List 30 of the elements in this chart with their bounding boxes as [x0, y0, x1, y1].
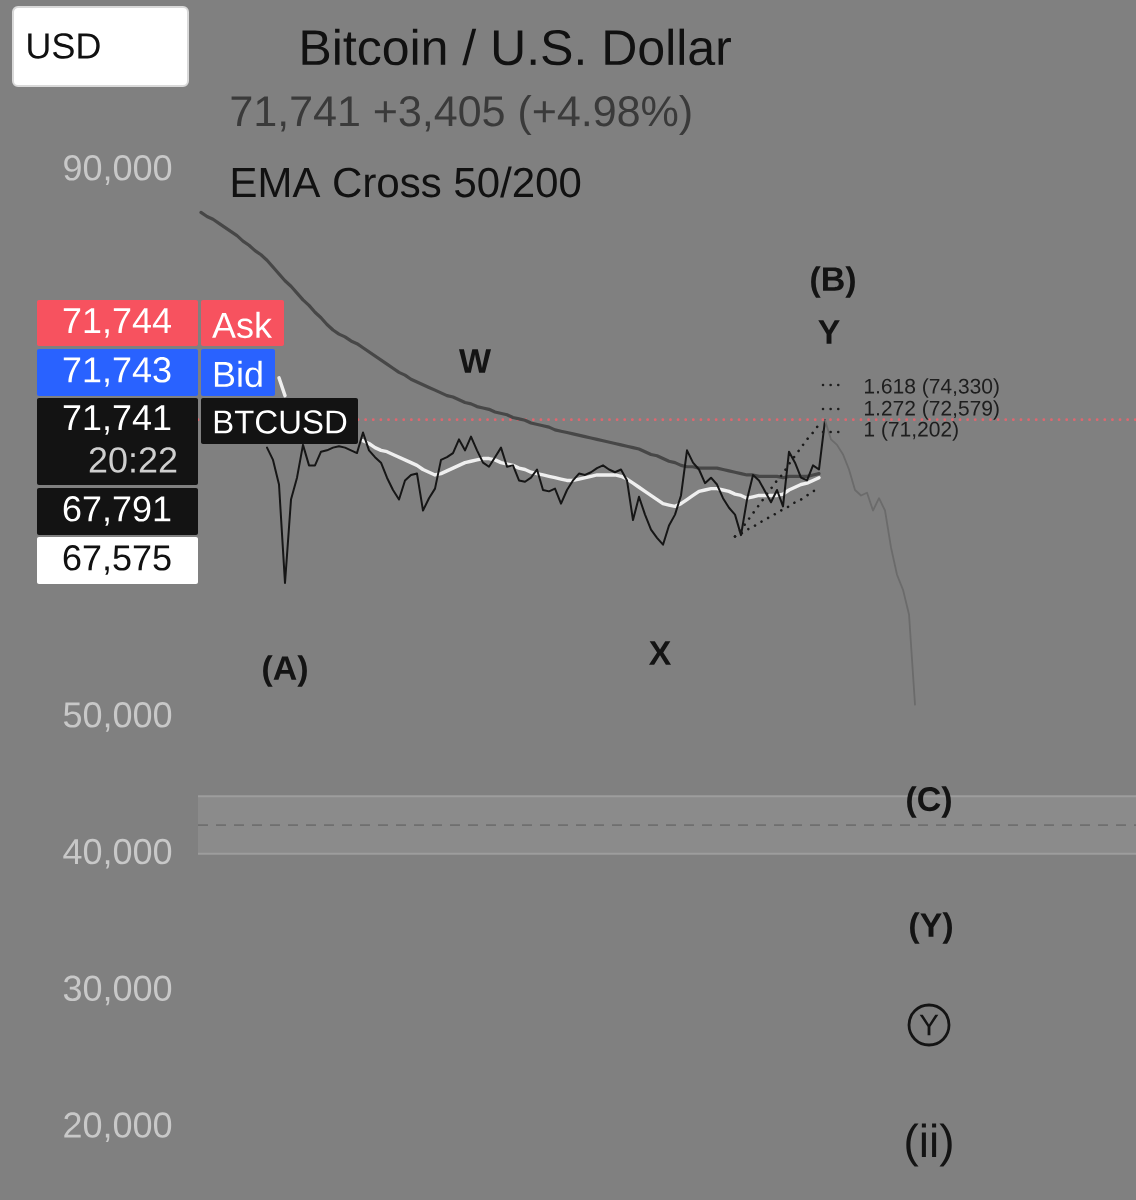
- y-tick-label: 20,000: [64, 1112, 172, 1143]
- annotation: (B): [811, 266, 855, 298]
- annotation: Bid: [214, 360, 262, 388]
- text: 71,744: [63, 308, 171, 338]
- annotation: (ii): [906, 1123, 952, 1167]
- text: Y: [919, 1014, 939, 1036]
- text: 67,575: [63, 545, 171, 575]
- annotation: 1.618 (74,330): [865, 378, 999, 398]
- chart-subtitle: 71,741 +3,405 (+4.98%): [231, 94, 691, 136]
- annotation: (A): [263, 655, 307, 687]
- annotation: Ask: [212, 311, 273, 339]
- annotation: BTCUSD: [214, 410, 347, 434]
- text: 71,743: [63, 357, 171, 387]
- y-tick-label: 50,000: [63, 702, 172, 732]
- text: 71,741: [63, 405, 171, 435]
- annotation: EMA Cross 50/200: [232, 166, 581, 198]
- text: 67,791: [63, 496, 171, 526]
- annotation: 1.272 (72,579): [865, 400, 999, 420]
- annotation: (Y): [910, 912, 952, 944]
- annotation: Y: [818, 320, 840, 344]
- annotation: W: [458, 349, 492, 373]
- y-tick-label: 40,000: [63, 838, 172, 869]
- annotation: 1 (71,202): [865, 421, 958, 441]
- y-tick-label: 30,000: [63, 975, 172, 1006]
- annotation: X: [648, 641, 672, 665]
- y-tick-label: 90,000: [64, 155, 172, 185]
- annotation: (C): [907, 786, 951, 818]
- chart-title: Bitcoin / U.S. Dollar: [302, 28, 731, 66]
- text: 20:22: [89, 447, 177, 473]
- text: USD: [28, 33, 100, 59]
